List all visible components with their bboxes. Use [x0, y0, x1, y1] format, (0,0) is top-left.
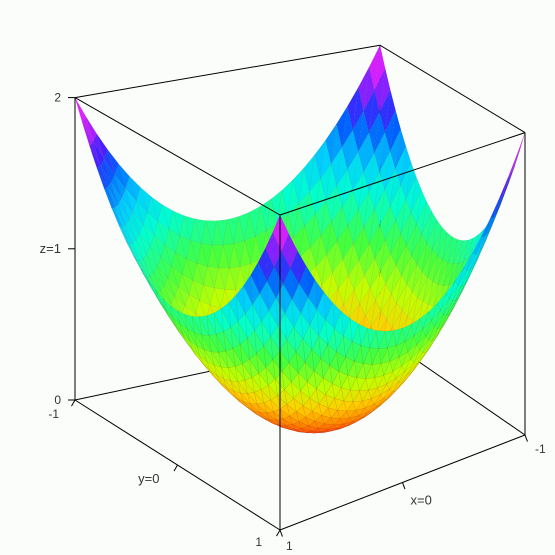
svg-text:z=1: z=1 — [40, 241, 61, 256]
svg-text:0: 0 — [54, 393, 61, 407]
svg-text:y=0: y=0 — [138, 471, 159, 486]
surface-plot-3d: 0 2 z=1 1 -1 x=0 1 -1 y=0 — [0, 0, 555, 555]
svg-text:1: 1 — [255, 535, 262, 549]
svg-text:1: 1 — [286, 539, 293, 553]
svg-text:-1: -1 — [48, 407, 59, 421]
svg-text:2: 2 — [54, 91, 61, 105]
svg-text:-1: -1 — [535, 442, 546, 456]
surface — [75, 45, 525, 433]
svg-text:x=0: x=0 — [411, 493, 432, 508]
